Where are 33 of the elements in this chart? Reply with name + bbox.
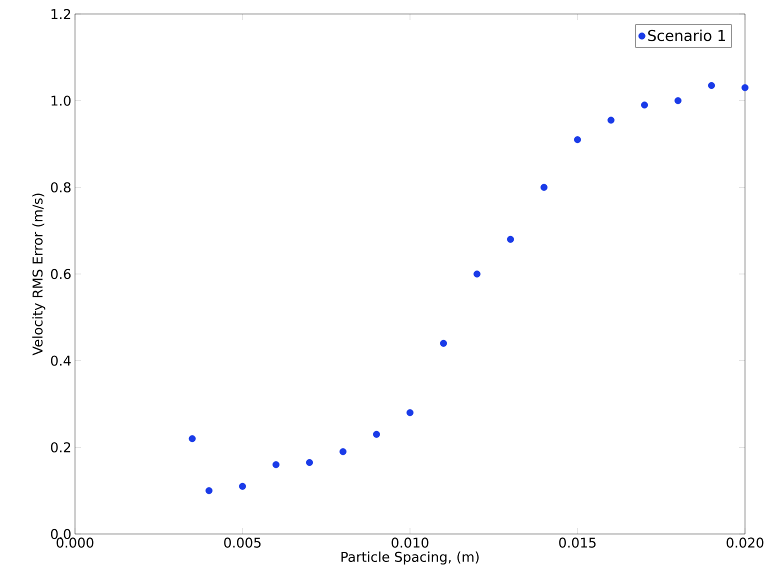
point	[474, 270, 480, 278]
y-tick-label: 0.2	[50, 442, 70, 452]
y-tick-label: 0.8	[50, 182, 71, 192]
y-tick-label: 0.6	[50, 268, 71, 280]
point	[608, 116, 615, 124]
point	[373, 430, 380, 438]
point	[306, 459, 313, 466]
x-tick-label: 0.020	[726, 538, 764, 548]
x-tick-label: 0.000	[56, 538, 94, 548]
point	[188, 435, 196, 442]
point	[406, 409, 414, 416]
point	[206, 487, 212, 494]
point	[742, 84, 749, 92]
y-tick-label: 0.4	[50, 356, 71, 366]
y-tick-label: 1.2	[52, 9, 70, 19]
point	[641, 101, 648, 108]
point	[708, 82, 716, 89]
point	[507, 236, 514, 243]
legend-label: Scenario 1	[648, 30, 726, 42]
y-tick-label: 0.0	[50, 528, 71, 540]
point	[574, 136, 582, 144]
point	[440, 340, 447, 347]
x-tick-label: 0.010	[392, 538, 428, 548]
point	[272, 461, 280, 468]
point	[340, 448, 346, 456]
point	[674, 97, 682, 104]
x-axis-title: Particle Spacing, (m)	[342, 552, 479, 565]
x-tick-label: 0.015	[559, 538, 596, 548]
y-axis-title: Velocity RMS Error (m/s)	[32, 194, 46, 356]
point	[540, 184, 548, 191]
x-tick-label: 0.005	[224, 538, 261, 548]
point	[239, 482, 246, 490]
y-tick-label: 1.0	[52, 96, 71, 106]
